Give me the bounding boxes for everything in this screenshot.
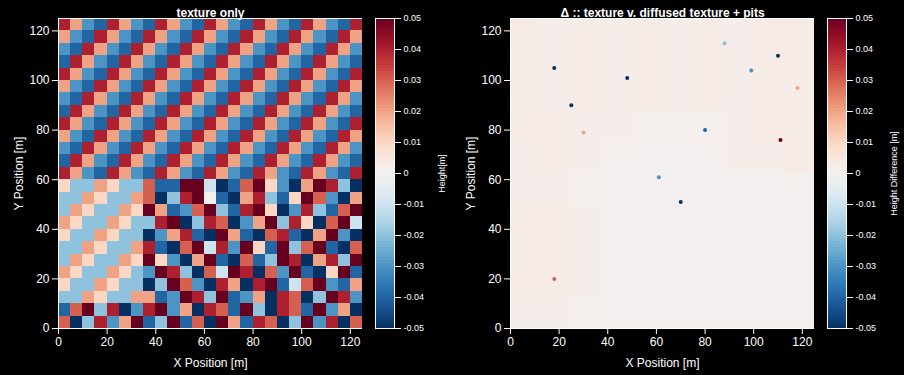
svg-text:120: 120 xyxy=(29,24,49,38)
svg-text:60: 60 xyxy=(198,335,212,349)
svg-text:0.01: 0.01 xyxy=(856,137,874,147)
svg-text:120: 120 xyxy=(340,335,360,349)
svg-text:-0.04: -0.04 xyxy=(404,292,425,302)
svg-text:40: 40 xyxy=(36,222,50,236)
svg-text:-0.03: -0.03 xyxy=(404,261,425,271)
svg-text:40: 40 xyxy=(149,335,163,349)
svg-text:0.03: 0.03 xyxy=(856,75,874,85)
svg-text:80: 80 xyxy=(246,335,260,349)
svg-text:40: 40 xyxy=(601,335,615,349)
svg-text:0.02: 0.02 xyxy=(856,106,874,116)
svg-text:-0.05: -0.05 xyxy=(404,323,425,333)
svg-text:-0.01: -0.01 xyxy=(404,199,425,209)
svg-text:X Position [m]: X Position [m] xyxy=(625,356,699,370)
svg-text:20: 20 xyxy=(488,272,502,286)
svg-text:0: 0 xyxy=(404,168,409,178)
svg-text:-0.01: -0.01 xyxy=(856,199,877,209)
svg-text:-0.03: -0.03 xyxy=(856,261,877,271)
svg-text:20: 20 xyxy=(100,335,114,349)
svg-text:-0.05: -0.05 xyxy=(856,323,877,333)
svg-text:Y Position [m]: Y Position [m] xyxy=(12,137,26,211)
svg-text:100: 100 xyxy=(481,73,501,87)
svg-text:60: 60 xyxy=(488,173,502,187)
svg-text:100: 100 xyxy=(29,73,49,87)
svg-text:Height[m]: Height[m] xyxy=(437,154,447,193)
svg-text:0: 0 xyxy=(856,168,861,178)
svg-text:0.05: 0.05 xyxy=(856,13,874,23)
svg-text:0: 0 xyxy=(507,335,514,349)
svg-text:80: 80 xyxy=(36,123,50,137)
svg-text:0.02: 0.02 xyxy=(404,106,422,116)
svg-text:20: 20 xyxy=(36,272,50,286)
svg-text:-0.02: -0.02 xyxy=(856,230,877,240)
svg-text:0.05: 0.05 xyxy=(404,13,422,23)
svg-text:0.01: 0.01 xyxy=(404,137,422,147)
svg-text:60: 60 xyxy=(650,335,664,349)
svg-text:40: 40 xyxy=(488,222,502,236)
svg-text:0: 0 xyxy=(495,321,502,335)
svg-text:Y Position [m]: Y Position [m] xyxy=(464,137,478,211)
svg-text:X Position [m]: X Position [m] xyxy=(173,356,247,370)
svg-text:Height Difference [m]: Height Difference [m] xyxy=(889,131,899,215)
svg-text:120: 120 xyxy=(792,335,812,349)
svg-text:0: 0 xyxy=(55,335,62,349)
svg-text:100: 100 xyxy=(744,335,764,349)
svg-text:-0.02: -0.02 xyxy=(404,230,425,240)
svg-text:-0.04: -0.04 xyxy=(856,292,877,302)
svg-text:0.03: 0.03 xyxy=(404,75,422,85)
svg-text:0.04: 0.04 xyxy=(404,44,422,54)
svg-text:100: 100 xyxy=(292,335,312,349)
svg-text:Δ :: texture v. diffused textu: Δ :: texture v. diffused texture + pits xyxy=(560,6,764,20)
svg-text:texture only: texture only xyxy=(176,6,244,20)
svg-text:60: 60 xyxy=(36,173,50,187)
svg-text:0.04: 0.04 xyxy=(856,44,874,54)
svg-text:80: 80 xyxy=(488,123,502,137)
svg-text:120: 120 xyxy=(481,24,501,38)
svg-text:80: 80 xyxy=(698,335,712,349)
svg-text:0: 0 xyxy=(43,321,50,335)
svg-text:20: 20 xyxy=(552,335,566,349)
